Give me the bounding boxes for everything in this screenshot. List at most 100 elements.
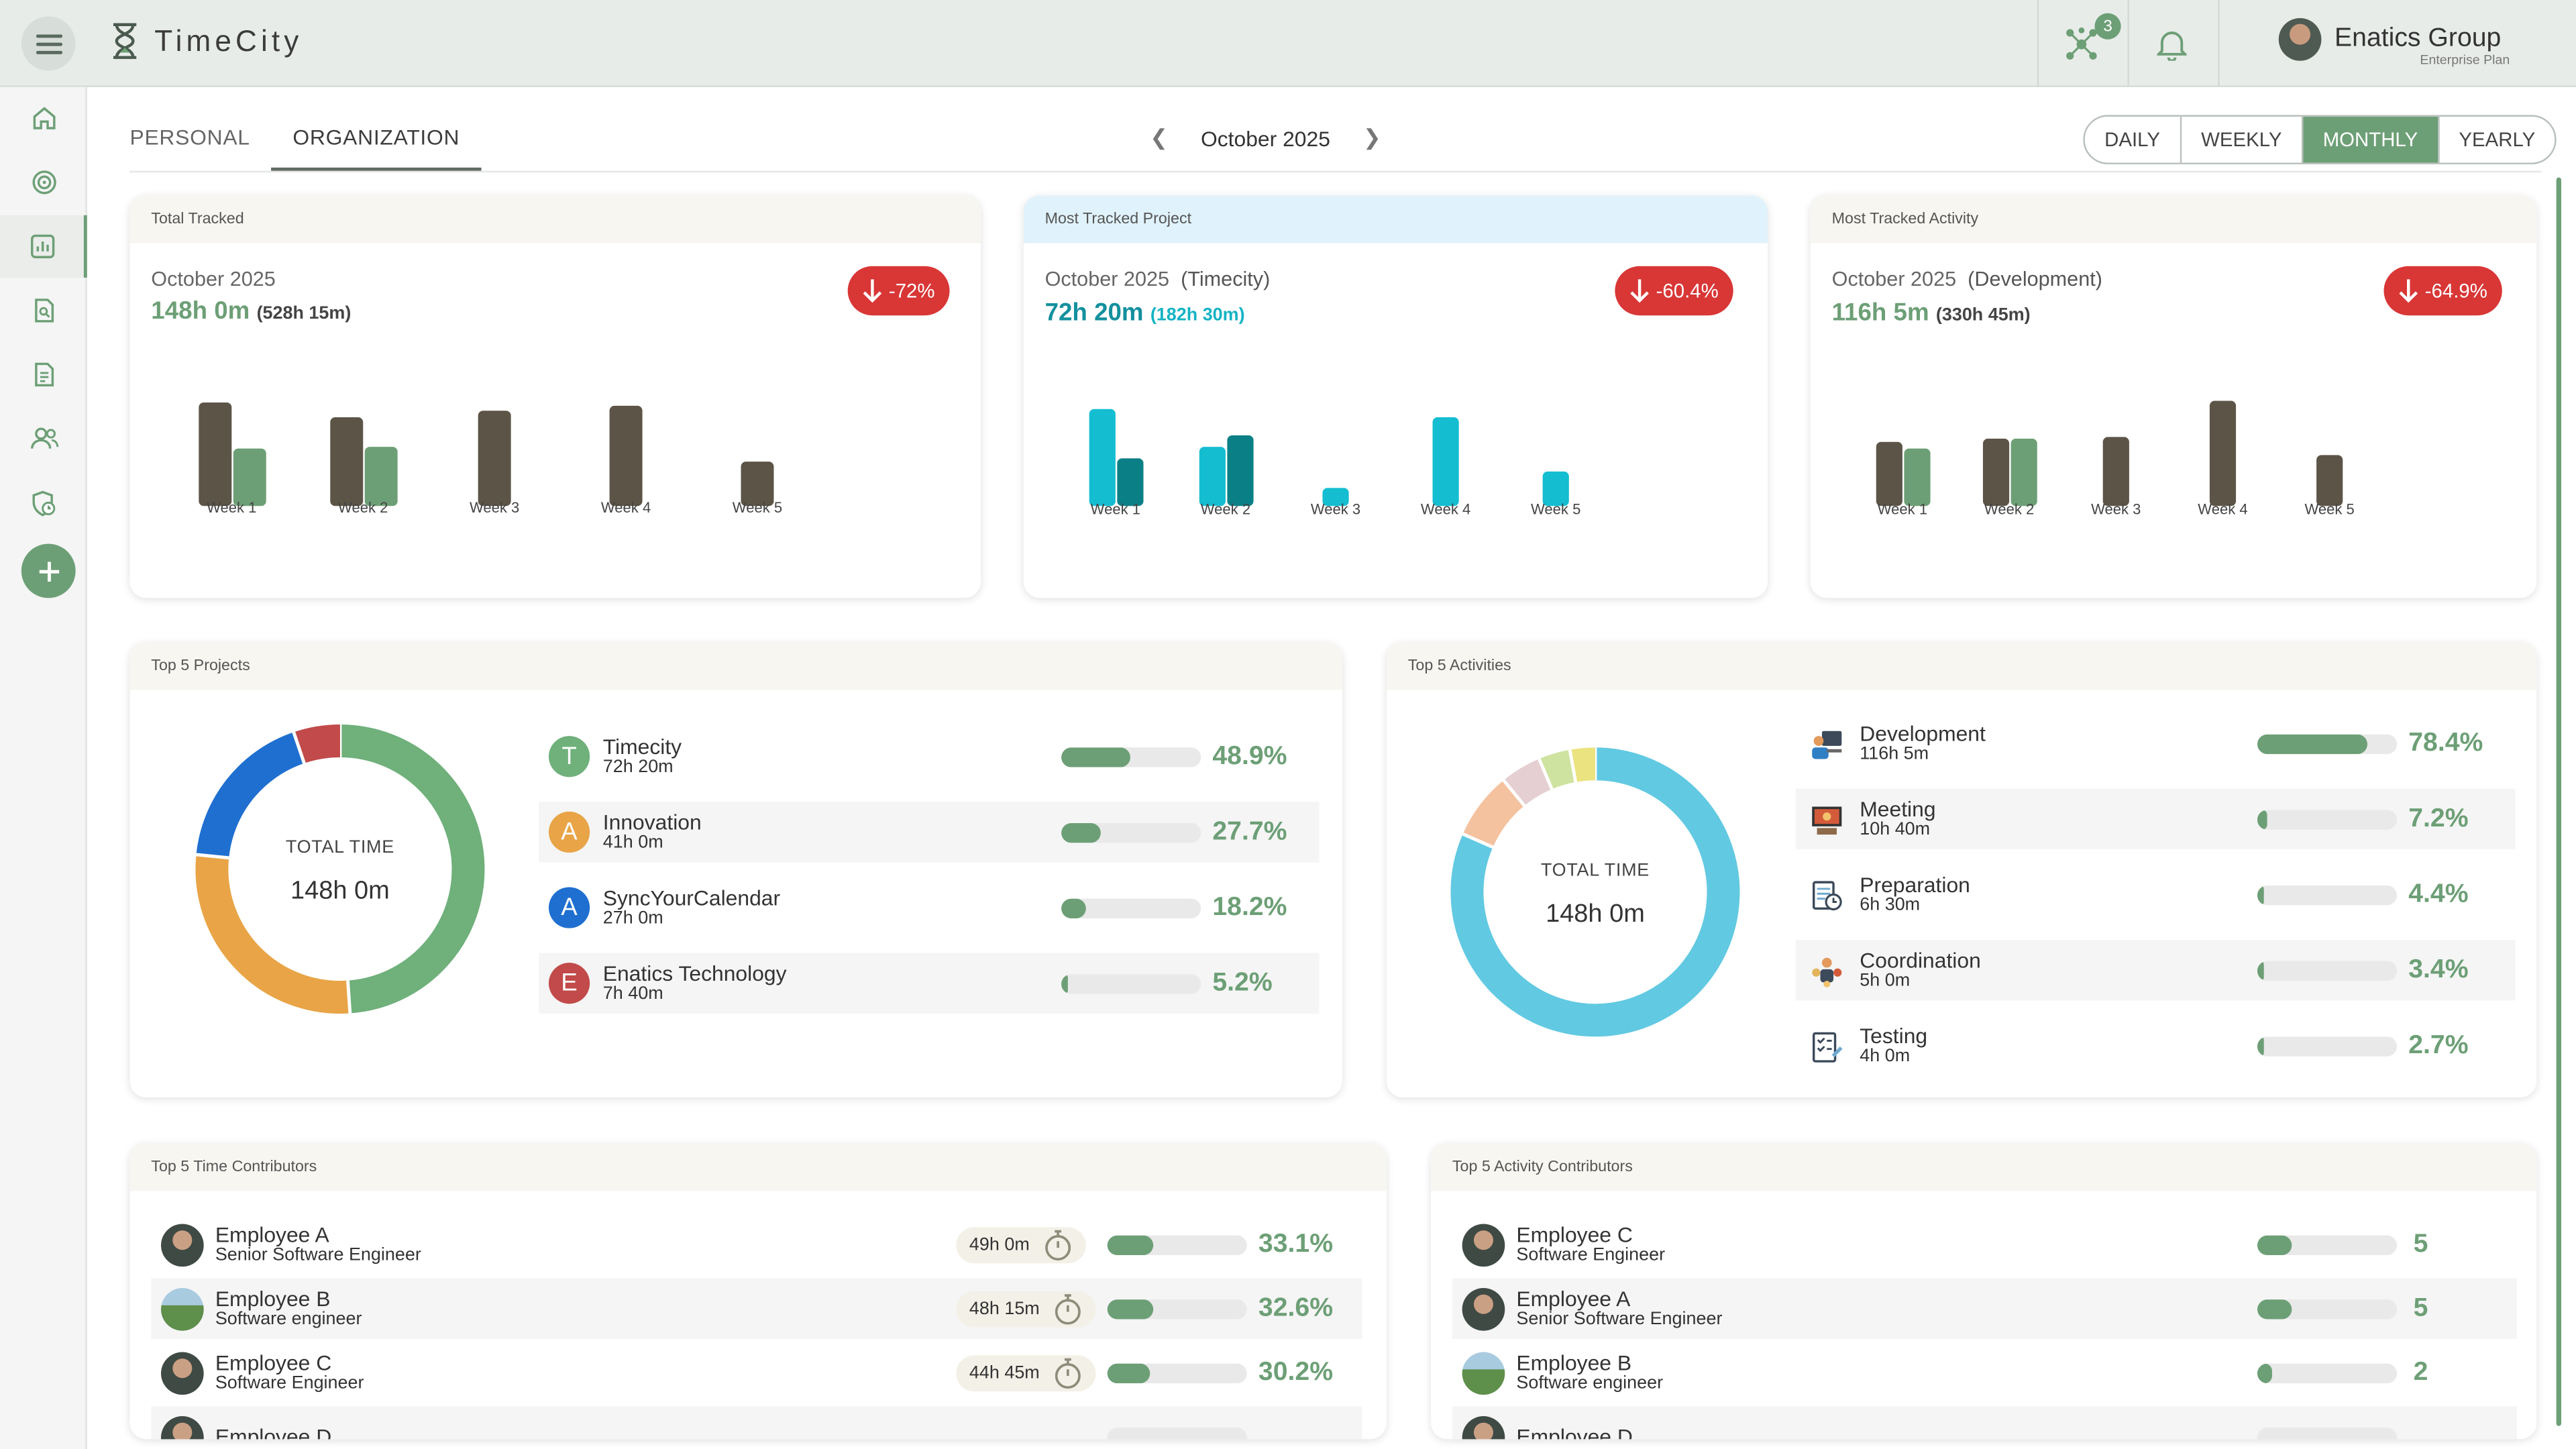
contributor-row[interactable]: Employee B Software engineer 48h 15m 32.6% <box>151 1278 1362 1339</box>
donut-slice[interactable] <box>195 854 350 1014</box>
contributor-text: Employee B Software engineer <box>1516 1351 1663 1392</box>
divider <box>2127 0 2129 87</box>
week-label: Week 1 <box>207 499 257 516</box>
activity-percent: 2.7% <box>2408 1031 2469 1060</box>
network-icon <box>2066 27 2097 60</box>
project-time: 72h 20m <box>602 756 674 777</box>
project-name: Enatics Technology <box>602 960 787 985</box>
week-label: Week 5 <box>1531 500 1581 518</box>
prev-period-button[interactable]: ❮ <box>1150 125 1169 150</box>
range-yearly[interactable]: YEARLY <box>2437 116 2555 163</box>
contributor-text: Employee A Senior Software Engineer <box>215 1223 421 1264</box>
progress-track <box>2257 1363 2398 1384</box>
contributor-name: Employee D <box>215 1424 332 1440</box>
home-icon <box>32 107 55 129</box>
contributor-row[interactable]: Employee A Senior Software Engineer 49h 0m… <box>151 1214 1362 1275</box>
contributor-row[interactable]: Employee C Software Engineer 5 <box>1452 1214 2517 1275</box>
range-weekly[interactable]: WEEKLY <box>2180 116 2302 163</box>
sidebar-item-goals[interactable] <box>0 151 87 213</box>
week-label: Week 1 <box>1877 500 1928 518</box>
donut-slice[interactable] <box>1503 759 1552 806</box>
progress-fill <box>1061 822 1100 843</box>
stopwatch-icon <box>1055 1294 1081 1325</box>
chart-bar <box>2209 400 2237 506</box>
progress-track <box>2257 1036 2398 1057</box>
next-period-button[interactable]: ❯ <box>1362 125 1381 150</box>
contributor-name: Employee C <box>1516 1221 1633 1246</box>
project-row[interactable]: A Innovation 41h 0m 27.7% <box>539 802 1320 863</box>
progress-track <box>1061 898 1201 918</box>
week-label: Week 4 <box>600 499 651 516</box>
top-projects-card: Top 5 Projects TOTAL TIME 148h 0m T Timec… <box>129 642 1342 1097</box>
activity-row[interactable]: Meeting 10h 40m 7.2% <box>1795 788 2516 850</box>
donut-slice[interactable] <box>1450 747 1740 1037</box>
project-name: Innovation <box>602 809 702 834</box>
activity-row[interactable]: Coordination 5h 0m 3.4% <box>1795 939 2516 1001</box>
tab-personal[interactable]: PERSONAL <box>129 125 250 150</box>
activity-row[interactable]: Preparation 6h 30m 4.4% <box>1796 864 2516 925</box>
card-title: Total Tracked <box>129 195 981 244</box>
week-label: Week 5 <box>2304 500 2355 518</box>
project-text: SyncYourCalendar 27h 0m <box>602 886 780 928</box>
contributor-row[interactable]: Employee D <box>151 1406 1362 1440</box>
avatar <box>161 1415 204 1440</box>
range-monthly[interactable]: MONTHLY <box>2301 116 2438 163</box>
sidebar-item-home[interactable] <box>0 87 87 150</box>
change-badge: -60.4% <box>1615 266 1733 316</box>
notifications-button[interactable] <box>2145 18 2198 70</box>
donut-slice[interactable] <box>339 724 485 1014</box>
activity-row[interactable]: Testing 4h 0m 2.7% <box>1796 1015 2516 1076</box>
donut-slice[interactable] <box>1462 780 1525 848</box>
project-row[interactable]: E Enatics Technology 7h 40m 5.2% <box>539 953 1320 1014</box>
most-tracked-project-chart: Week 1 Week 2 Week 3 Week 4 Week 5 <box>1073 376 1664 517</box>
contributor-row[interactable]: Employee A Senior Software Engineer 5 <box>1452 1278 2517 1339</box>
project-text: Enatics Technology 7h 40m <box>602 960 787 1003</box>
progress-track <box>2257 1428 2398 1440</box>
week-label: Week 2 <box>338 499 388 516</box>
divider <box>2037 0 2039 87</box>
progress-track <box>2257 1299 2398 1320</box>
donut-slice[interactable] <box>196 732 305 859</box>
tab-organization[interactable]: ORGANIZATION <box>271 125 482 171</box>
project-row[interactable]: T Timecity 72h 20m 48.9% <box>539 726 1319 787</box>
network-button[interactable] <box>2055 18 2108 70</box>
activity-row[interactable]: Development 116h 5m 78.4% <box>1796 713 2516 774</box>
project-row[interactable]: A SyncYourCalendar 27h 0m 18.2% <box>539 877 1319 938</box>
menu-button[interactable] <box>21 16 76 71</box>
page-scrollbar[interactable] <box>2556 177 2561 1426</box>
contributor-role: Software Engineer <box>215 1373 364 1393</box>
activity-time: 10h 40m <box>1860 818 1931 839</box>
card-title: Top 5 Activity Contributors <box>1431 1143 2537 1191</box>
progress-track <box>1061 747 1201 767</box>
user-avatar <box>2278 17 2322 61</box>
chart-bar <box>198 402 231 506</box>
meeting-icon <box>1812 806 1842 834</box>
sidebar-item-time-policy[interactable] <box>0 472 87 534</box>
activity-time: 4h 0m <box>1860 1045 1911 1066</box>
contributor-row[interactable]: Employee D <box>1452 1406 2517 1440</box>
sidebar-item-users[interactable] <box>0 407 87 470</box>
donut-center: TOTAL TIME 148h 0m <box>1540 861 1650 928</box>
donut-slice[interactable] <box>293 724 341 763</box>
add-button[interactable] <box>21 543 76 598</box>
week-label: Week 4 <box>2198 500 2248 518</box>
range-daily[interactable]: DAILY <box>2104 128 2160 152</box>
project-text: Innovation 41h 0m <box>602 809 702 852</box>
hourglass-icon <box>113 23 137 59</box>
week-label: Week 3 <box>1310 500 1361 518</box>
contributor-row[interactable]: Employee C Software Engineer 44h 45m 30.2% <box>151 1342 1362 1403</box>
contributor-row[interactable]: Employee B Software engineer 2 <box>1452 1342 2517 1403</box>
donut-slice[interactable] <box>1570 747 1596 782</box>
sidebar-item-search-docs[interactable] <box>0 279 87 341</box>
project-time: 27h 0m <box>602 908 663 928</box>
donut-slice[interactable] <box>1539 749 1576 790</box>
contributor-time: 44h 45m <box>969 1363 1040 1384</box>
avatar <box>1462 1223 1505 1266</box>
activity-percent: 4.4% <box>2408 880 2469 909</box>
sidebar-item-documents[interactable] <box>0 343 87 406</box>
app-logo[interactable]: TimeCity <box>109 21 303 61</box>
user-menu[interactable]: Enatics Group <box>2278 17 2501 61</box>
sidebar-item-reports[interactable] <box>0 215 87 278</box>
project-initial-avatar: A <box>548 887 590 928</box>
